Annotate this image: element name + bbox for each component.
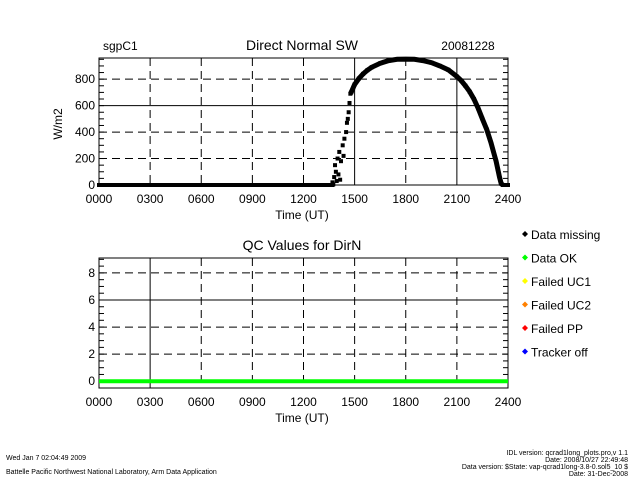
data-point	[346, 110, 351, 115]
data-point	[344, 130, 349, 135]
x-tick-label: 0000	[86, 395, 113, 409]
data-point	[340, 143, 345, 148]
x-tick-label: 0600	[188, 395, 215, 409]
data-point	[338, 159, 343, 164]
y-tick-label: 200	[75, 152, 95, 166]
data-point	[331, 182, 336, 187]
data-point	[333, 163, 338, 168]
data-point	[337, 149, 342, 154]
y-tick-label: 400	[75, 125, 95, 139]
legend-label: Failed PP	[531, 322, 583, 336]
x-tick-label: 0900	[239, 395, 266, 409]
data-point	[334, 179, 339, 184]
bottom-chart-title: QC Values for DirN	[243, 237, 362, 253]
y-tick-label: 2	[88, 347, 95, 361]
x-tick-label: 0900	[239, 192, 266, 206]
legend-marker-icon	[522, 254, 528, 261]
top-y-axis-label: W/m2	[51, 108, 65, 140]
legend-marker-icon	[522, 231, 528, 237]
legend-marker-icon	[522, 325, 528, 331]
legend-label: Data missing	[531, 228, 600, 242]
timestamp: Wed Jan 7 02:04:49 2009	[6, 455, 87, 462]
top-chart-title: Direct Normal SW	[246, 37, 359, 53]
x-tick-label: 0000	[86, 192, 113, 206]
data-point	[347, 100, 352, 105]
legend-label: Failed UC2	[531, 299, 591, 313]
series-line	[348, 56, 505, 187]
data-version: Data version: $State: vap-qcrad1long-3.8…	[461, 464, 628, 471]
y-tick-label: 8	[88, 266, 95, 280]
y-tick-label: 0	[88, 178, 95, 192]
bottom-x-axis-label: Time (UT)	[275, 411, 329, 425]
idl-version: IDL version: qcrad1long_plots.pro,v 1.1	[506, 450, 628, 457]
legend-label: Tracker off	[531, 346, 588, 360]
y-tick-label: 600	[75, 99, 95, 113]
y-tick-label: 800	[75, 72, 95, 86]
data-point	[345, 116, 350, 121]
x-tick-label: 2400	[495, 192, 522, 206]
top-x-axis-label: Time (UT)	[275, 208, 329, 222]
legend-label: Failed UC1	[531, 275, 591, 289]
x-tick-label: 1800	[392, 395, 419, 409]
x-tick-label: 1500	[341, 192, 368, 206]
site-label: sgpC1	[103, 39, 138, 53]
x-tick-label: 2100	[444, 192, 471, 206]
data-point	[342, 136, 347, 141]
bottom-plot: 0000 0300 0600 0900 1200 1500 1800 2100 2400 0 2 4 6…	[86, 257, 522, 409]
x-tick-label: 0300	[137, 192, 164, 206]
data-point	[333, 169, 338, 174]
y-tick-label: 6	[88, 293, 95, 307]
x-tick-label: 1500	[341, 395, 368, 409]
legend: Data missing Data OK Failed UC1 Failed UC2 F…	[522, 228, 600, 360]
lab-credit: Battelle Pacific Northwest National Labo…	[6, 469, 217, 476]
idl-date: Date: 2008/10/27 22:49:48	[545, 457, 628, 464]
plot-frame	[98, 257, 509, 389]
data-point	[332, 175, 337, 180]
y-tick-label: 4	[88, 320, 95, 334]
y-tick-label: 0	[88, 374, 95, 388]
x-tick-label: 1200	[290, 395, 317, 409]
legend-marker-icon	[522, 278, 528, 284]
x-tick-label: 1200	[290, 192, 317, 206]
data-point	[338, 177, 343, 182]
legend-label: Data OK	[531, 252, 577, 266]
x-tick-label: 1800	[392, 192, 419, 206]
x-tick-label: 0300	[137, 395, 164, 409]
data-point	[341, 153, 346, 158]
data-date: Date: 31-Dec-2008	[568, 471, 628, 478]
x-tick-label: 2400	[495, 395, 522, 409]
legend-marker-icon	[522, 348, 528, 355]
data-point	[344, 120, 349, 125]
top-plot: 0000 0300 0600 0900 1200 1500 1800 2100 2400 0 200…	[75, 56, 522, 206]
legend-marker-icon	[522, 301, 528, 308]
x-tick-label: 2100	[444, 395, 471, 409]
date-label: 20081228	[441, 39, 495, 53]
x-tick-label: 0600	[188, 192, 215, 206]
data-point	[336, 172, 341, 177]
data-point	[335, 156, 340, 161]
